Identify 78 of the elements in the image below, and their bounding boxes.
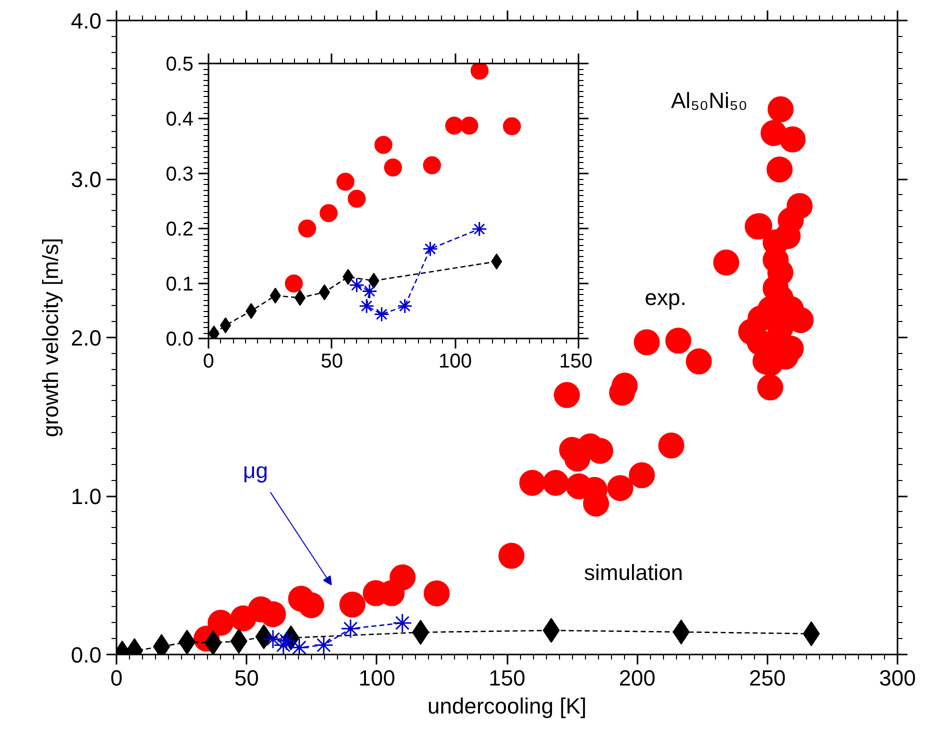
- point: [424, 580, 450, 606]
- point: [519, 470, 546, 496]
- point: [392, 613, 412, 633]
- y-axis-title: growth velocity [m/s]: [38, 238, 63, 438]
- y-tick-label: 0.0: [166, 328, 194, 350]
- point: [348, 277, 364, 293]
- x-tick-label: 50: [234, 666, 259, 690]
- point: [274, 635, 294, 654]
- point: [634, 329, 660, 356]
- y-tick-label: 1.0: [70, 484, 102, 509]
- point: [362, 283, 378, 299]
- point: [390, 564, 416, 590]
- point: [246, 303, 257, 319]
- x-tick-label: 100: [438, 350, 472, 372]
- point: [374, 136, 392, 154]
- point: [470, 64, 489, 80]
- annotation: simulation: [584, 560, 684, 586]
- y-tick-label: 0.4: [166, 108, 194, 130]
- point: [263, 629, 283, 649]
- y-tick-label: 0.5: [166, 54, 194, 76]
- y-tick-label: 0.2: [166, 218, 194, 240]
- y-tick-label: 0.3: [166, 164, 194, 186]
- x-tick-label: 0: [110, 666, 123, 690]
- x-tick-label: 150: [488, 666, 526, 690]
- point: [472, 221, 488, 237]
- point: [336, 172, 354, 191]
- point: [320, 204, 338, 222]
- x-tick-label: 100: [358, 666, 396, 690]
- x-tick-label: 0: [202, 350, 214, 372]
- point: [422, 241, 438, 257]
- point: [554, 382, 580, 408]
- point: [768, 96, 794, 122]
- point: [397, 298, 413, 314]
- point: [314, 635, 334, 654]
- y-tick-label: 0.0: [70, 642, 102, 668]
- x-tick-label: 150: [559, 350, 593, 372]
- point: [178, 630, 196, 654]
- point: [348, 190, 366, 208]
- y-tick-label: 2.0: [70, 326, 102, 350]
- y-tick-label: 0.1: [166, 274, 194, 296]
- annotation: μg: [243, 458, 268, 484]
- x-tick-label: 300: [879, 666, 916, 690]
- x-axis-title: undercooling [K]: [428, 694, 586, 718]
- annotation: Al₅₀Ni₅₀: [671, 88, 748, 113]
- x-tick-label: 50: [320, 350, 343, 372]
- point: [780, 126, 806, 152]
- point: [757, 374, 784, 400]
- point: [713, 250, 740, 276]
- point: [491, 254, 502, 270]
- point: [422, 156, 441, 174]
- point: [665, 328, 692, 354]
- point: [340, 618, 360, 638]
- point: [686, 348, 712, 374]
- point: [786, 192, 813, 219]
- x-tick-label: 200: [618, 666, 656, 690]
- point: [298, 592, 324, 618]
- point: [284, 274, 303, 292]
- point: [766, 156, 793, 182]
- point: [658, 432, 684, 458]
- point: [298, 220, 316, 238]
- annotation: exp.: [644, 285, 686, 310]
- point: [542, 470, 569, 496]
- point: [460, 116, 478, 135]
- point: [358, 298, 374, 314]
- y-tick-label: 3.0: [70, 167, 102, 192]
- x-tick-label: 250: [748, 666, 786, 690]
- point: [384, 158, 402, 176]
- point: [445, 116, 464, 135]
- point: [498, 542, 524, 569]
- point: [204, 630, 222, 654]
- point: [628, 462, 655, 488]
- point: [276, 631, 296, 651]
- point: [502, 117, 521, 136]
- y-tick-label: 4.0: [70, 8, 102, 34]
- point: [374, 306, 390, 322]
- point: [607, 475, 634, 502]
- point: [339, 592, 366, 618]
- point: [208, 610, 234, 636]
